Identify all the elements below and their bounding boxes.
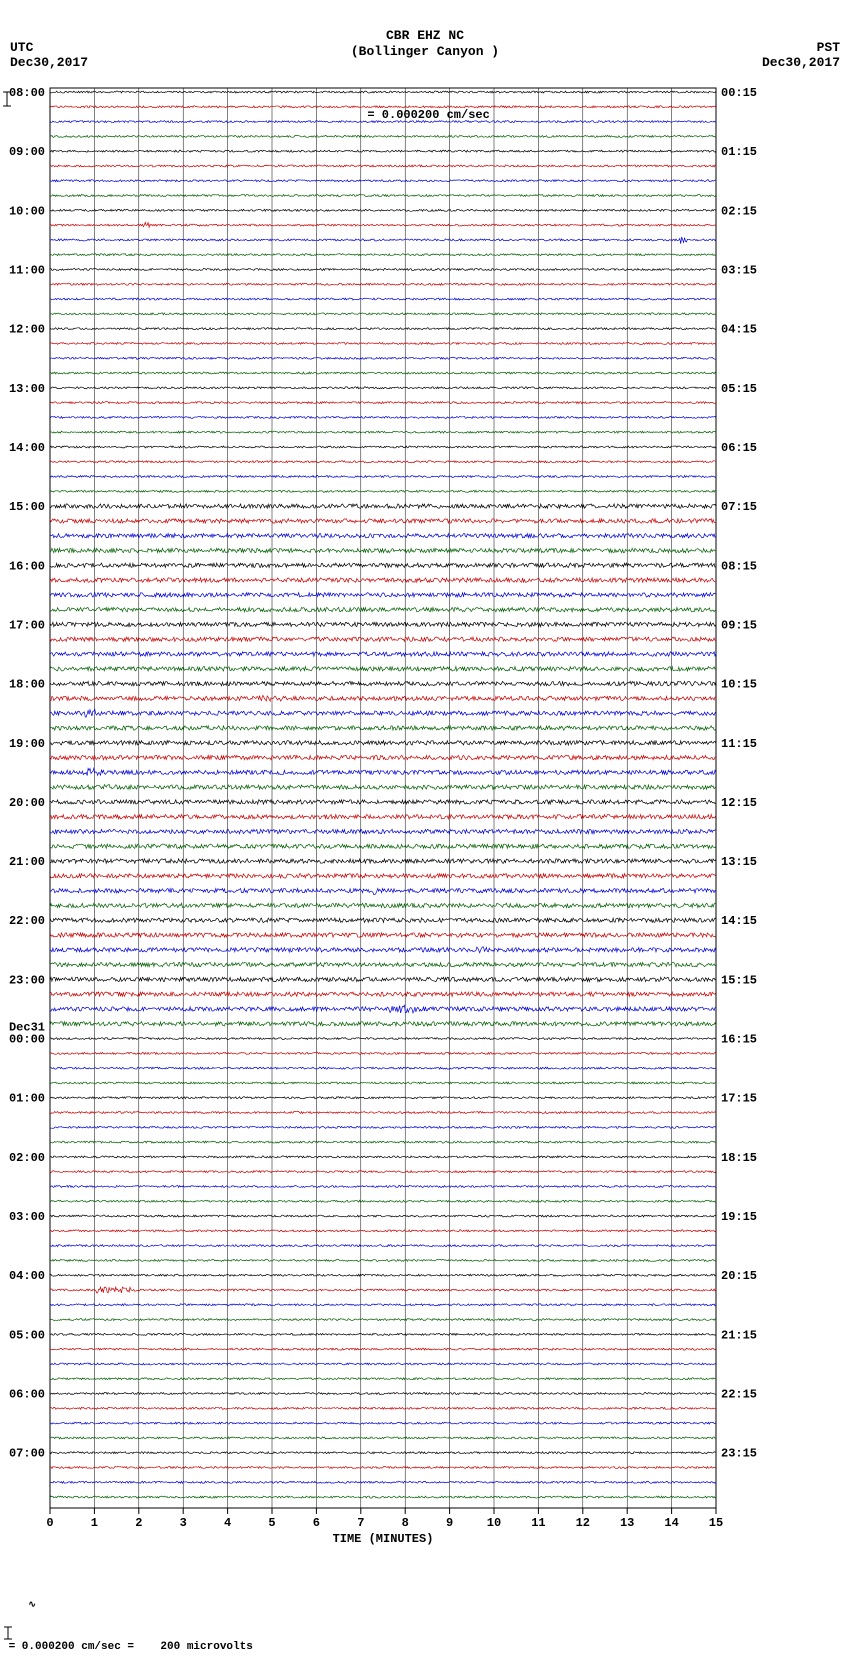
svg-text:05:15: 05:15 (721, 382, 757, 396)
svg-text:00:15: 00:15 (721, 86, 757, 100)
svg-text:16:15: 16:15 (721, 1033, 757, 1047)
svg-text:8: 8 (402, 1516, 409, 1530)
svg-text:0: 0 (46, 1516, 53, 1530)
svg-text:13:15: 13:15 (721, 855, 757, 869)
svg-text:07:15: 07:15 (721, 500, 757, 514)
svg-text:17:15: 17:15 (721, 1092, 757, 1106)
left-date: Dec30,2017 (10, 55, 88, 70)
svg-text:20:15: 20:15 (721, 1269, 757, 1283)
svg-text:14:00: 14:00 (9, 441, 45, 455)
svg-text:06:15: 06:15 (721, 441, 757, 455)
svg-text:06:00: 06:00 (9, 1388, 45, 1402)
svg-text:21:00: 21:00 (9, 855, 45, 869)
svg-text:13:00: 13:00 (9, 382, 45, 396)
wave-glyph: ∿ (28, 1600, 36, 1610)
svg-text:08:15: 08:15 (721, 559, 757, 573)
left-timezone: UTC (10, 40, 33, 55)
svg-text:23:15: 23:15 (721, 1447, 757, 1461)
svg-text:02:15: 02:15 (721, 204, 757, 218)
svg-text:20:00: 20:00 (9, 796, 45, 810)
seismogram-page: CBR EHZ NC (Bollinger Canyon ) = 0.00020… (0, 0, 850, 1613)
svg-text:22:00: 22:00 (9, 914, 45, 928)
svg-text:19:00: 19:00 (9, 737, 45, 751)
svg-text:11:15: 11:15 (721, 737, 757, 751)
svg-text:2: 2 (135, 1516, 142, 1530)
svg-text:04:15: 04:15 (721, 323, 757, 337)
svg-text:05:00: 05:00 (9, 1328, 45, 1342)
svg-text:07:00: 07:00 (9, 1447, 45, 1461)
svg-text:23:00: 23:00 (9, 973, 45, 987)
svg-text:12:00: 12:00 (9, 323, 45, 337)
svg-text:15:15: 15:15 (721, 973, 757, 987)
svg-text:02:00: 02:00 (9, 1151, 45, 1165)
svg-text:18:15: 18:15 (721, 1151, 757, 1165)
svg-text:10: 10 (487, 1516, 501, 1530)
svg-text:09:00: 09:00 (9, 145, 45, 159)
svg-text:16:00: 16:00 (9, 559, 45, 573)
footer-scale-text: = 0.000200 cm/sec = 200 microvolts (2, 1641, 253, 1653)
svg-text:17:00: 17:00 (9, 618, 45, 632)
svg-text:7: 7 (357, 1516, 364, 1530)
svg-text:00:00: 00:00 (9, 1033, 45, 1047)
svg-text:15:00: 15:00 (9, 500, 45, 514)
scale-bar-icon (2, 1625, 14, 1641)
svg-text:15: 15 (709, 1516, 723, 1530)
x-axis-label: TIME (MINUTES) (333, 1532, 434, 1546)
svg-text:10:00: 10:00 (9, 204, 45, 218)
footer-scale: ∿ = 0.000200 cm/sec = 200 microvolts (2, 1588, 253, 1665)
svg-text:4: 4 (224, 1516, 231, 1530)
svg-text:3: 3 (180, 1516, 187, 1530)
svg-text:01:15: 01:15 (721, 145, 757, 159)
svg-text:9: 9 (446, 1516, 453, 1530)
svg-text:18:00: 18:00 (9, 678, 45, 692)
svg-text:6: 6 (313, 1516, 320, 1530)
right-timezone: PST (817, 40, 840, 55)
svg-text:13: 13 (620, 1516, 634, 1530)
right-date: Dec30,2017 (762, 55, 840, 70)
svg-text:10:15: 10:15 (721, 678, 757, 692)
svg-text:22:15: 22:15 (721, 1388, 757, 1402)
svg-text:03:00: 03:00 (9, 1210, 45, 1224)
svg-text:12: 12 (576, 1516, 590, 1530)
svg-text:21:15: 21:15 (721, 1328, 757, 1342)
seismogram-plot: 0123456789101112131415TIME (MINUTES)08:0… (0, 85, 850, 1565)
svg-text:01:00: 01:00 (9, 1092, 45, 1106)
svg-text:14:15: 14:15 (721, 914, 757, 928)
station-title: CBR EHZ NC (0, 28, 850, 43)
svg-text:12:15: 12:15 (721, 796, 757, 810)
svg-text:1: 1 (91, 1516, 98, 1530)
svg-text:19:15: 19:15 (721, 1210, 757, 1224)
svg-text:04:00: 04:00 (9, 1269, 45, 1283)
station-location: (Bollinger Canyon ) (0, 44, 850, 59)
svg-text:09:15: 09:15 (721, 618, 757, 632)
svg-text:11:00: 11:00 (9, 263, 45, 277)
svg-text:5: 5 (268, 1516, 275, 1530)
svg-text:03:15: 03:15 (721, 263, 757, 277)
svg-text:14: 14 (664, 1516, 678, 1530)
svg-text:11: 11 (531, 1516, 545, 1530)
svg-text:08:00: 08:00 (9, 86, 45, 100)
